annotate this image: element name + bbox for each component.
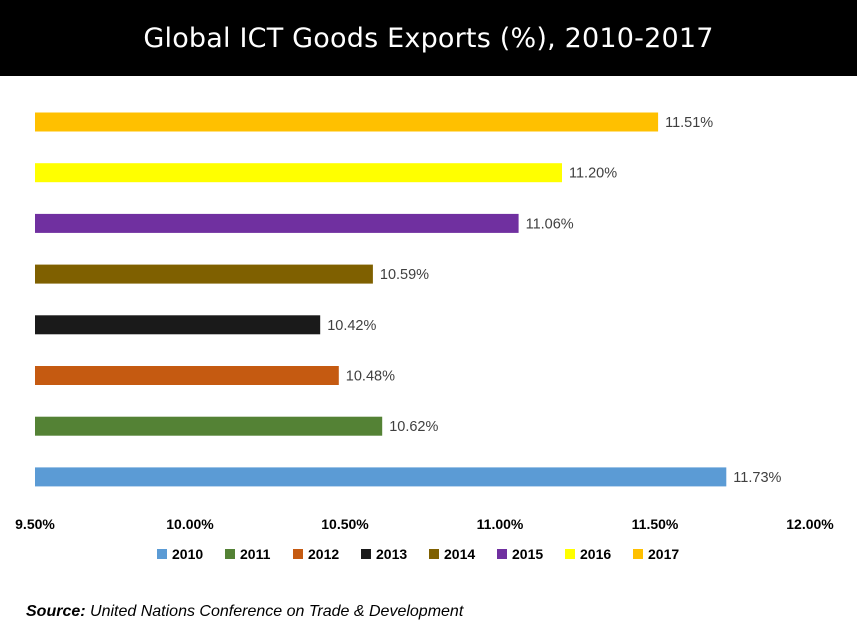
legend-label-2011: 2011: [240, 546, 271, 562]
x-tick-label: 11.00%: [477, 516, 524, 532]
x-tick-label: 11.50%: [632, 516, 679, 532]
title-bar: Global ICT Goods Exports (%), 2010-2017: [0, 0, 857, 76]
bar-2013: [35, 315, 321, 335]
bar-2011: [35, 416, 383, 436]
legend-swatch-2011: [225, 549, 235, 559]
data-label-2014: 10.59%: [380, 267, 429, 283]
chart-title: Global ICT Goods Exports (%), 2010-2017: [143, 22, 714, 54]
legend-label-2016: 2016: [580, 546, 611, 562]
data-label-2016: 11.20%: [569, 166, 617, 182]
source-text: United Nations Conference on Trade & Dev…: [90, 603, 464, 620]
x-tick-label: 12.00%: [786, 516, 834, 532]
legend-swatch-2010: [157, 549, 167, 559]
data-label-2013: 10.42%: [327, 318, 376, 334]
source-label: Source:: [26, 603, 86, 620]
data-label-2011: 10.62%: [389, 419, 438, 435]
legend-swatch-2017: [633, 549, 643, 559]
bar-2010: [35, 467, 727, 487]
bar-2017: [35, 112, 659, 132]
data-label-2017: 11.51%: [665, 115, 713, 131]
bar-2014: [35, 264, 373, 284]
legend-label-2013: 2013: [376, 546, 407, 562]
data-label-2010: 11.73%: [733, 470, 781, 486]
legend-label-2014: 2014: [444, 546, 475, 562]
source-note: Source: United Nations Conference on Tra…: [26, 603, 463, 621]
legend-label-2012: 2012: [308, 546, 339, 562]
x-tick-label: 9.50%: [15, 516, 55, 532]
legend-swatch-2014: [429, 549, 439, 559]
legend-swatch-2016: [565, 549, 575, 559]
legend-label-2010: 2010: [172, 546, 203, 562]
legend-swatch-2012: [293, 549, 303, 559]
x-tick-label: 10.50%: [321, 516, 369, 532]
data-label-2015: 11.06%: [526, 216, 574, 232]
bar-2016: [35, 163, 562, 183]
bar-2012: [35, 366, 339, 385]
bar-2015: [35, 213, 519, 233]
legend-label-2017: 2017: [648, 546, 679, 562]
data-label-2012: 10.48%: [346, 369, 395, 385]
legend-label-2015: 2015: [512, 546, 543, 562]
x-tick-label: 10.00%: [166, 516, 214, 532]
bar-chart: 11.73% 10.62% 10.48% 10.42% 10.59% 11.06% 11.2…: [15, 112, 834, 562]
legend-swatch-2015: [497, 549, 507, 559]
legend-swatch-2013: [361, 549, 371, 559]
